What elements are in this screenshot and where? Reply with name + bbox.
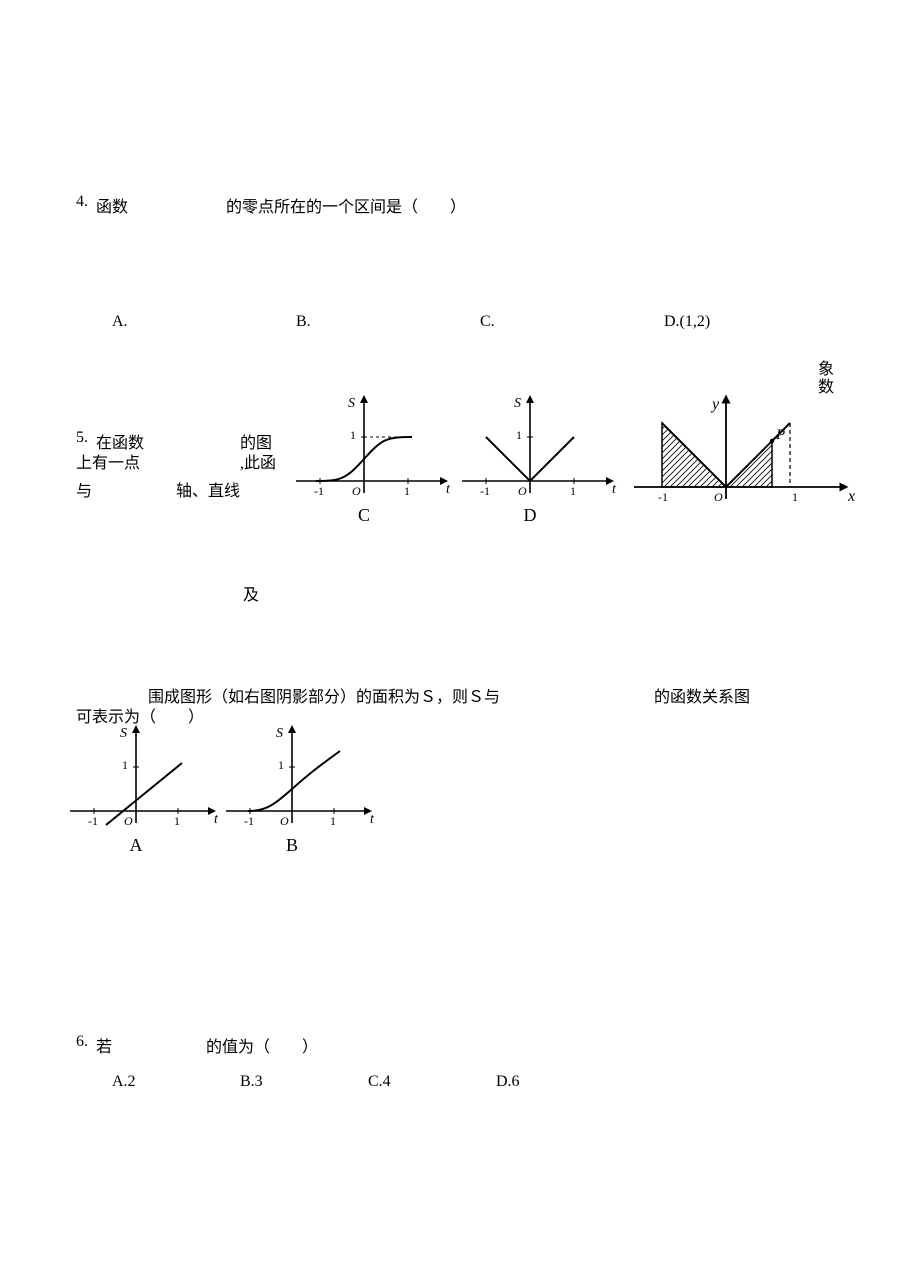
svg-text:S: S — [276, 726, 283, 741]
svg-text:O: O — [124, 814, 133, 828]
q5-fig-d: t S -1 1 1 O D — [452, 393, 622, 528]
q4-opt-d: D.(1,2) — [664, 313, 710, 331]
q6-number: 6. — [76, 1033, 88, 1051]
q4-stem-before: 函数 — [96, 193, 128, 217]
q5-l3a: 与 — [76, 477, 92, 501]
svg-text:1: 1 — [792, 490, 798, 504]
svg-text:1: 1 — [404, 484, 410, 498]
svg-text:x: x — [847, 488, 855, 505]
svg-text:t: t — [612, 482, 617, 497]
q4-opt-a: A. — [112, 313, 128, 331]
svg-text:1: 1 — [278, 758, 284, 772]
svg-text:O: O — [280, 814, 289, 828]
svg-text:-1: -1 — [480, 484, 490, 498]
exam-page: 4. 函数 的零点所在的一个区间是（ ） A. B. C. D.(1,2) 象 … — [0, 0, 920, 1274]
q5-l2a: 上有一点 — [76, 449, 140, 473]
q5-fig-c: t S -1 1 1 O C — [286, 393, 456, 528]
q5-stem2b: 的函数关系图 — [654, 683, 750, 707]
q6-opt-d: D.6 — [496, 1073, 520, 1091]
q5-l3b: 轴、直线 — [176, 477, 240, 501]
q5-fig-b: t S -1 1 1 O B — [218, 723, 378, 858]
svg-text:-1: -1 — [314, 484, 324, 498]
q4-opt-b: B. — [296, 313, 311, 331]
svg-text:1: 1 — [350, 428, 356, 442]
svg-text:S: S — [514, 396, 521, 411]
svg-text:1: 1 — [174, 814, 180, 828]
svg-text:-1: -1 — [658, 490, 668, 504]
svg-text:S: S — [348, 396, 355, 411]
q5-number: 5. — [76, 429, 88, 447]
svg-text:y: y — [710, 396, 720, 413]
svg-text:O: O — [714, 490, 723, 504]
q6-opt-c: C.4 — [368, 1073, 391, 1091]
q5-fig-main: x y -1 1 O P — [626, 393, 856, 528]
svg-text:A: A — [130, 835, 143, 855]
q5-fig-a: t S -1 1 1 O A — [62, 723, 222, 858]
svg-text:O: O — [352, 484, 361, 498]
q6-stem-b: 的值为（ ） — [206, 1033, 318, 1057]
q5-ji: 及 — [243, 581, 259, 605]
svg-text:1: 1 — [570, 484, 576, 498]
q4-opt-c: C. — [480, 313, 495, 331]
svg-text:t: t — [446, 482, 451, 497]
svg-text:O: O — [518, 484, 527, 498]
svg-text:B: B — [286, 835, 298, 855]
q4-number: 4. — [76, 193, 88, 211]
svg-text:C: C — [358, 505, 370, 525]
svg-text:S: S — [120, 726, 127, 741]
svg-text:D: D — [524, 505, 537, 525]
svg-text:1: 1 — [516, 428, 522, 442]
q6-stem-a: 若 — [96, 1033, 112, 1057]
svg-text:-1: -1 — [244, 814, 254, 828]
svg-text:1: 1 — [330, 814, 336, 828]
q6-opt-b: B.3 — [240, 1073, 263, 1091]
svg-text:1: 1 — [122, 758, 128, 772]
q6-opt-a: A.2 — [112, 1073, 136, 1091]
svg-text:-1: -1 — [88, 814, 98, 828]
svg-text:t: t — [370, 812, 375, 827]
svg-text:P: P — [775, 427, 785, 443]
q4-stem-after: 的零点所在的一个区间是（ ） — [226, 193, 466, 217]
q5-l2b: ,此函 — [240, 449, 276, 473]
